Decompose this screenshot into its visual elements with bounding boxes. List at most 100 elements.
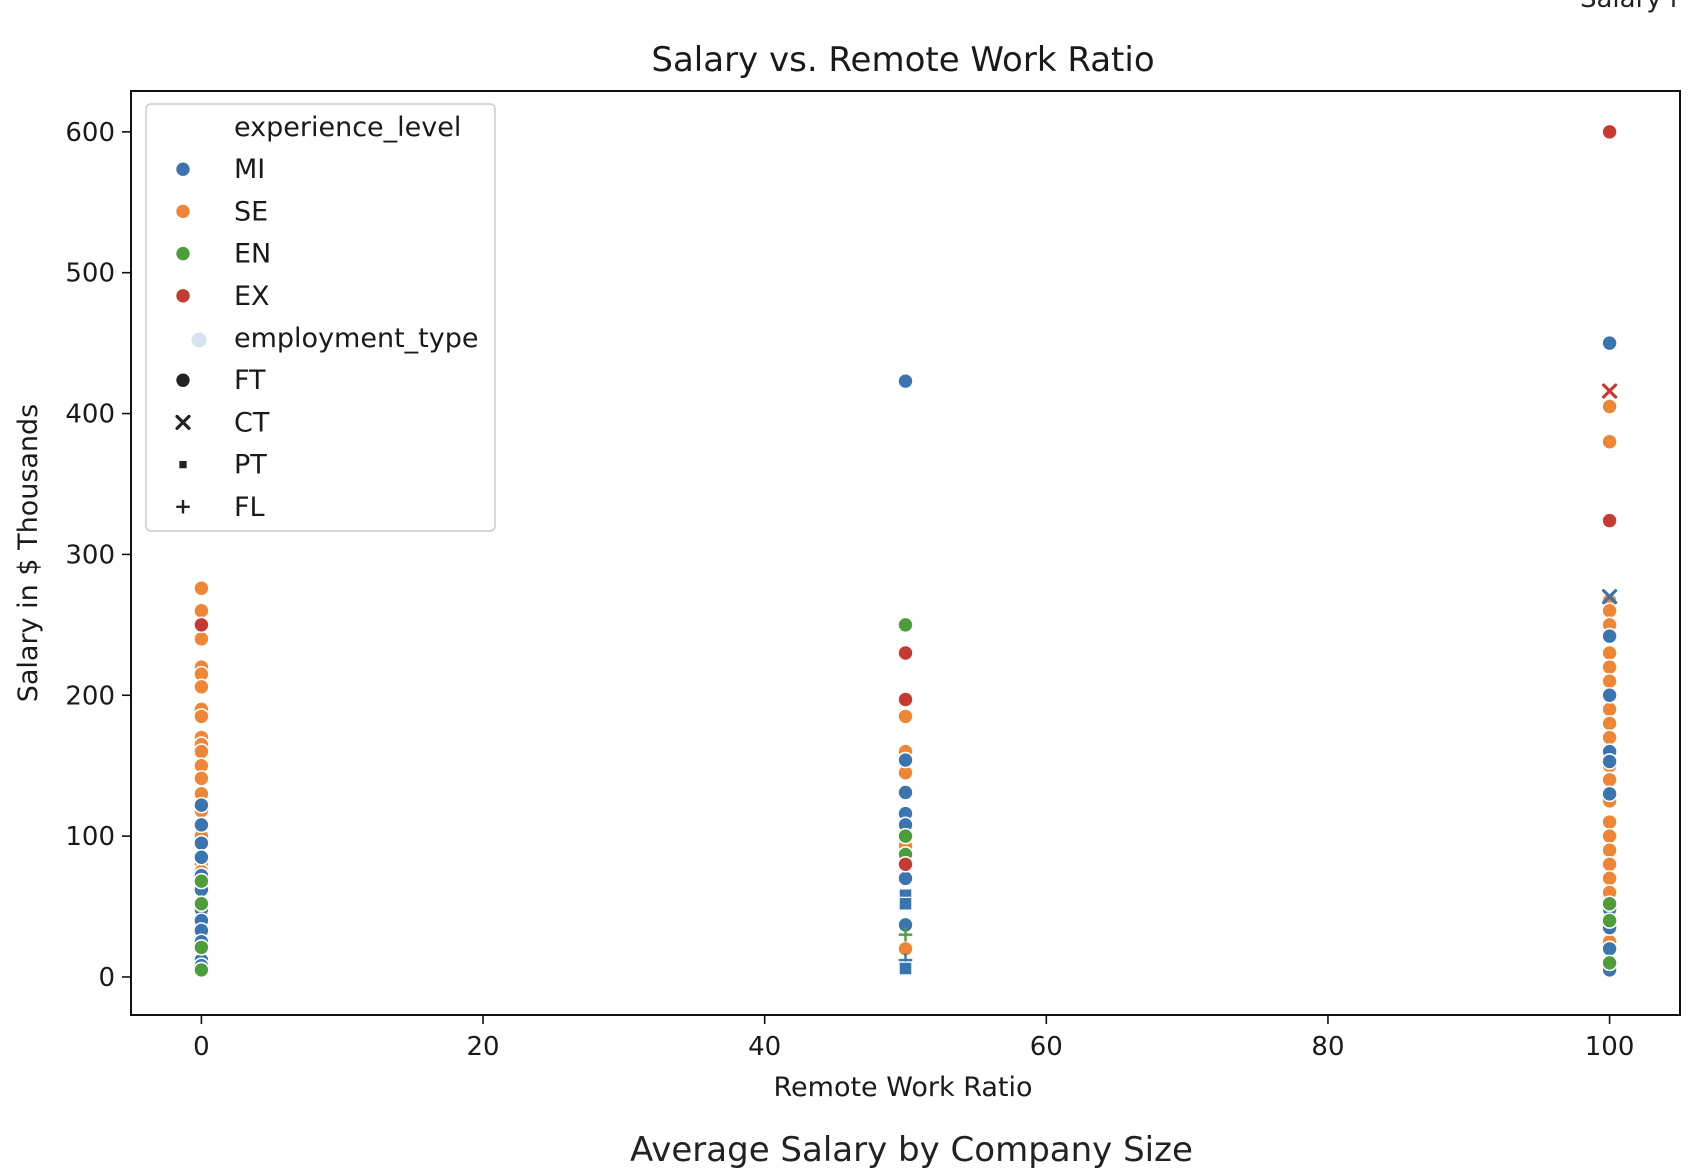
data-point-mi xyxy=(897,751,914,769)
data-point-mi xyxy=(1601,753,1618,770)
y-tick-label: 400 xyxy=(65,400,115,430)
y-tick-label: 300 xyxy=(65,540,115,570)
x-tick-label: 80 xyxy=(1311,1032,1344,1062)
data-point-se xyxy=(1601,870,1618,887)
y-axis: 0 100 200 300 400 500 600 xyxy=(65,118,131,993)
plot-frame xyxy=(130,90,1681,1016)
y-tick-label: 0 xyxy=(98,963,115,993)
x-axis-label: Remote Work Ratio xyxy=(773,1072,1032,1103)
data-point-mi xyxy=(898,961,913,976)
data-point-en xyxy=(897,616,914,634)
data-point-mi xyxy=(193,848,210,866)
y-tick-label: 500 xyxy=(65,259,115,289)
data-point-se xyxy=(1601,602,1618,620)
x-tick-label: 20 xyxy=(466,1032,499,1062)
legend-label-se: SE xyxy=(234,196,268,227)
legend: experience_level MI SE EN EX employment_type F… xyxy=(145,103,496,532)
data-point-se xyxy=(1601,855,1618,873)
data-point-se xyxy=(897,708,914,725)
data-point-se xyxy=(193,678,210,696)
data-point-se xyxy=(193,630,210,648)
data-point-mi xyxy=(898,896,913,911)
x-tick-label: 60 xyxy=(1030,1032,1063,1062)
y-tick-label: 100 xyxy=(65,822,115,852)
data-point-ex xyxy=(193,616,210,634)
legend-label-mi: MI xyxy=(234,154,265,185)
data-point-se xyxy=(193,708,210,725)
y-tick-label: 200 xyxy=(65,681,115,711)
x-axis: 0 20 40 60 80 100 xyxy=(193,1015,1634,1062)
legend-label-ft: FT xyxy=(234,365,266,396)
legend-marker-en xyxy=(174,245,192,262)
data-point-en xyxy=(193,961,210,979)
data-point-ex xyxy=(897,644,914,662)
data-point-se xyxy=(1601,658,1618,676)
legend-marker-ex xyxy=(174,287,192,305)
truncated-next-chart-title: Salary i xyxy=(1580,0,1677,14)
x-tick-label: 0 xyxy=(193,1032,210,1062)
data-point-mi xyxy=(897,870,914,887)
data-point-en xyxy=(193,939,210,956)
legend-hue-title: experience_level xyxy=(234,112,461,143)
data-point-en xyxy=(1601,954,1618,972)
data-point-se xyxy=(1601,433,1618,451)
x-tick-label: 100 xyxy=(1585,1032,1635,1062)
data-point-mi xyxy=(897,784,914,801)
data-point-se xyxy=(1601,672,1618,690)
data-point-se xyxy=(193,579,210,597)
data-point-ex xyxy=(1601,383,1618,399)
data-point-se xyxy=(1601,841,1618,859)
x-tick-label: 40 xyxy=(748,1032,781,1062)
data-point-mi xyxy=(897,372,914,390)
data-point-en xyxy=(1601,895,1618,913)
data-point-mi xyxy=(193,834,210,852)
y-axis-label: Salary in $ Thousands xyxy=(13,404,44,703)
data-point-se xyxy=(1601,701,1618,718)
data-point-en xyxy=(1601,912,1618,929)
legend-style-title: employment_type xyxy=(234,323,478,354)
chart-title: Salary vs. Remote Work Ratio xyxy=(651,40,1154,80)
legend-marker-se xyxy=(174,203,192,220)
y-tick-label: 600 xyxy=(65,118,115,148)
legend-label-ex: EX xyxy=(234,281,270,312)
legend-marker-ft xyxy=(174,371,192,389)
legend-label-pt: PT xyxy=(234,450,267,481)
data-point-mi xyxy=(1601,334,1618,352)
data-point-mi xyxy=(193,796,210,814)
data-point-en xyxy=(898,927,913,942)
data-point-se xyxy=(193,602,210,620)
data-point-mi xyxy=(1601,627,1618,645)
data-point-se xyxy=(1601,715,1618,732)
legend-label-ct: CT xyxy=(234,407,270,438)
scatter-chart: Salary vs. Remote Work Ratio 0 20 40 60 80 10… xyxy=(13,40,1681,1103)
data-point-en xyxy=(193,895,210,913)
legend-marker-pt xyxy=(178,459,188,470)
legend-marker-fl xyxy=(176,500,190,514)
data-point-mi xyxy=(1601,940,1618,958)
legend-style-title-marker xyxy=(191,332,207,348)
data-point-en xyxy=(193,872,210,890)
data-point-ex xyxy=(1601,512,1618,529)
data-point-en xyxy=(897,827,914,845)
data-point-se xyxy=(193,743,210,760)
data-point-se xyxy=(1601,827,1618,845)
data-point-se xyxy=(1601,771,1618,789)
data-point-se xyxy=(193,770,210,787)
data-point-ex xyxy=(1601,123,1618,141)
legend-label-en: EN xyxy=(234,239,271,270)
legend-box xyxy=(145,103,496,532)
data-point-se xyxy=(1601,398,1618,415)
data-point-se xyxy=(1601,813,1618,831)
data-point-se xyxy=(1601,729,1618,746)
data-point-mi xyxy=(1601,686,1618,704)
legend-label-fl: FL xyxy=(234,492,265,523)
data-point-se xyxy=(1601,644,1618,662)
data-point-mi xyxy=(193,816,210,834)
data-point-mi xyxy=(1601,785,1618,803)
legend-marker-mi xyxy=(174,160,192,178)
points-layer xyxy=(193,123,1618,979)
data-point-ex xyxy=(897,855,914,873)
legend-marker-ct xyxy=(175,414,191,430)
data-point-ex xyxy=(897,691,914,708)
data-point-mi xyxy=(1601,589,1618,605)
